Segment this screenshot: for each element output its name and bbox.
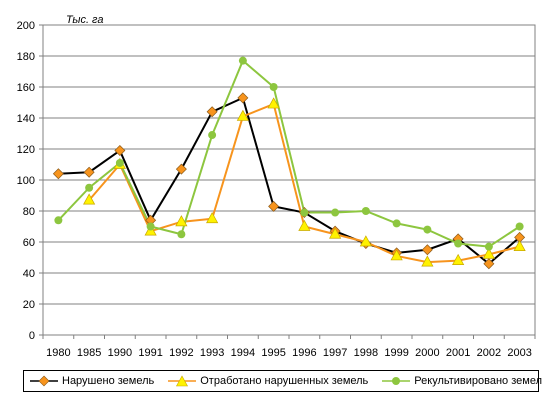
- data-point-triangle: [513, 239, 526, 251]
- legend-label-series-2: Рекультивировано земель: [414, 375, 542, 387]
- x-tick-label: 1991: [138, 347, 162, 359]
- x-tick-label: 1997: [323, 347, 347, 359]
- x-tick-label: 1990: [108, 347, 132, 359]
- x-tick-label: 2003: [507, 347, 531, 359]
- x-tick-label: 1994: [231, 347, 255, 359]
- y-tick-label: 0: [29, 330, 35, 342]
- legend-swatch-triangle-icon: [168, 375, 197, 387]
- data-point-circle: [484, 242, 493, 251]
- data-point-circle: [331, 208, 340, 217]
- y-tick-label: 180: [17, 51, 35, 63]
- data-point-diamond: [421, 244, 433, 256]
- data-point-circle: [269, 83, 278, 91]
- y-tick-label: 100: [17, 175, 35, 187]
- data-point-triangle: [359, 235, 372, 247]
- x-tick-label: 1980: [46, 347, 70, 359]
- data-point-circle: [361, 207, 370, 215]
- data-point-triangle: [390, 249, 403, 261]
- data-point-circle: [238, 56, 247, 65]
- x-tick-label: 1985: [77, 347, 101, 359]
- legend-item-series-1: Отработано нарушенных земель: [168, 375, 368, 387]
- legend-label-series-0: Нарушено земель: [62, 375, 155, 387]
- data-point-diamond: [206, 106, 218, 118]
- data-point-diamond: [83, 166, 95, 178]
- data-point-triangle: [482, 247, 495, 259]
- data-point-triangle: [267, 97, 280, 109]
- series-line-0: [58, 96, 521, 265]
- data-point-circle: [300, 208, 309, 217]
- data-point-diamond: [114, 145, 126, 157]
- x-tick-label: 1992: [169, 347, 193, 359]
- data-point-circle: [177, 230, 186, 239]
- y-tick-label: 60: [23, 237, 35, 249]
- data-point-circle: [454, 239, 463, 248]
- x-tick-label: 2000: [415, 347, 439, 359]
- x-tick-label: 1996: [292, 347, 316, 359]
- data-point-triangle: [206, 212, 219, 224]
- legend-swatch-diamond-icon: [30, 375, 58, 387]
- data-point-diamond: [175, 163, 187, 175]
- data-point-circle: [208, 131, 217, 140]
- data-point-triangle: [452, 253, 465, 265]
- legend-item-series-0: Нарушено земель: [30, 375, 154, 387]
- data-point-diamond: [52, 168, 64, 180]
- data-point-circle: [146, 222, 155, 231]
- legend: Нарушено земель Отработано нарушенных зе…: [23, 370, 542, 392]
- series-line-2: [57, 59, 521, 248]
- y-tick-label: 140: [17, 113, 35, 125]
- data-point-diamond: [237, 92, 249, 104]
- y-tick-label: 160: [17, 82, 35, 94]
- data-point-circle: [515, 222, 524, 231]
- legend-item-series-2: Рекультивировано земель: [382, 375, 542, 387]
- x-tick-label: 2002: [477, 347, 501, 359]
- y-tick-label: 200: [17, 20, 35, 32]
- legend-label-series-1: Отработано нарушенных земель: [200, 375, 369, 387]
- data-point-circle: [392, 219, 401, 228]
- x-tick-label: 1998: [354, 347, 378, 359]
- x-tick-label: 1993: [200, 347, 224, 359]
- data-point-triangle: [329, 227, 342, 239]
- data-point-circle: [423, 225, 432, 234]
- data-point-circle: [85, 183, 94, 192]
- y-tick-label: 20: [23, 299, 35, 311]
- data-point-circle: [115, 158, 124, 167]
- y-tick-label: 120: [17, 144, 35, 156]
- data-point-triangle: [421, 255, 434, 267]
- chart-plot: Тыс. га 0 20 40 60 80 100 120 140 160 180 200 1980 1…: [17, 14, 536, 359]
- data-point-diamond: [483, 258, 495, 270]
- x-tick-label: 1995: [261, 347, 285, 359]
- x-tick-label: 1999: [384, 347, 408, 359]
- data-point-circle: [54, 216, 63, 225]
- legend-swatch-circle-icon: [382, 377, 411, 385]
- y-tick-label: 80: [23, 206, 35, 218]
- data-point-triangle: [175, 215, 188, 227]
- unit-label: Тыс. га: [66, 14, 103, 26]
- data-point-triangle: [83, 193, 96, 205]
- data-point-diamond: [268, 200, 280, 212]
- data-point-triangle: [298, 219, 311, 231]
- x-tick-label: 2001: [446, 347, 470, 359]
- data-point-triangle: [236, 109, 249, 121]
- y-tick-label: 40: [23, 268, 35, 280]
